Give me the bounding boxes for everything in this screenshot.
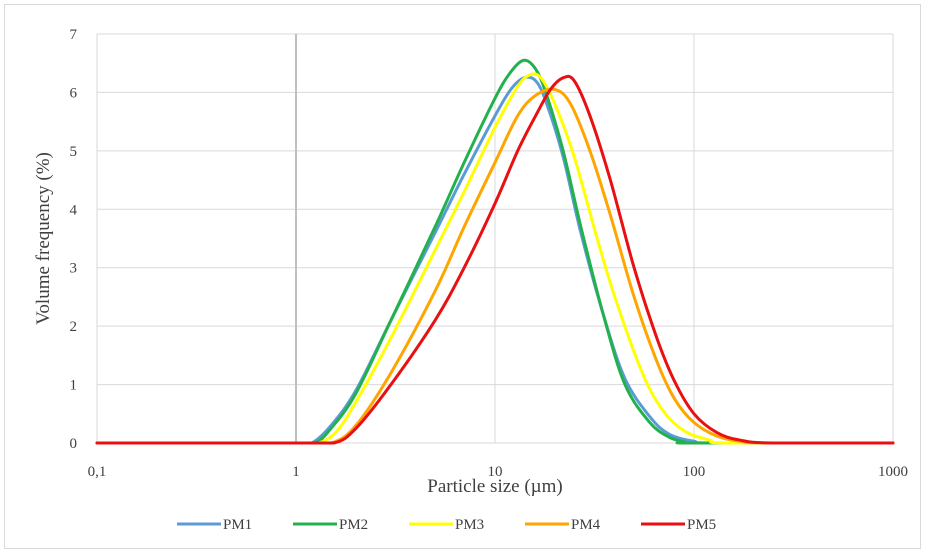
legend-item-pm5: PM5	[641, 517, 716, 533]
chart-area-border	[4, 4, 921, 549]
y-tick-label: 2	[70, 319, 78, 335]
series-line-pm4	[95, 87, 895, 445]
x-tick-label: 10	[488, 464, 503, 480]
x-tick-label: 1	[292, 464, 300, 480]
legend-label: PM2	[339, 517, 368, 533]
y-tick-label: 6	[70, 85, 78, 101]
y-tick-label: 3	[70, 261, 78, 277]
y-tick-label: 7	[70, 27, 78, 43]
series-lines	[95, 58, 895, 445]
legend-label: PM3	[455, 517, 484, 533]
legend-label: PM1	[223, 517, 252, 533]
legend-label: PM4	[571, 517, 601, 533]
legend-item-pm2: PM2	[293, 517, 368, 533]
x-tick-label: 100	[683, 464, 706, 480]
x-tick-label: 1000	[878, 464, 908, 480]
series-line-pm5	[95, 74, 895, 445]
legend-item-pm4: PM4	[525, 517, 601, 533]
y-tick-labels: 0 1 2 3 4 5 6 7	[70, 27, 78, 452]
y-tick-label: 4	[70, 202, 78, 218]
series-line-pm3	[95, 72, 895, 445]
x-axis-title: Particle size (µm)	[427, 476, 562, 497]
series-line-pm2	[95, 58, 895, 445]
legend: PM1 PM2 PM3 PM4 PM5	[177, 517, 716, 533]
x-tick-labels: 0,1 1 10 100 1000	[88, 464, 908, 480]
y-axis-title: Volume frequency (%)	[33, 152, 54, 325]
y-tick-label: 0	[70, 436, 78, 452]
legend-label: PM5	[687, 517, 716, 533]
legend-item-pm1: PM1	[177, 517, 252, 533]
x-tick-label: 0,1	[88, 464, 107, 480]
y-tick-label: 1	[70, 378, 78, 394]
y-tick-label: 5	[70, 144, 78, 160]
legend-item-pm3: PM3	[409, 517, 484, 533]
